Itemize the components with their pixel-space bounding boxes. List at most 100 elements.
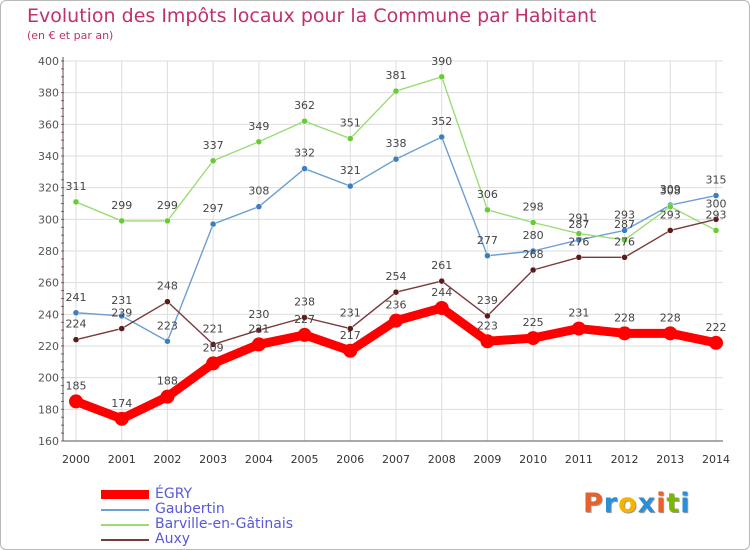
x-tick-label: 2012 (611, 453, 639, 466)
data-label: 300 (706, 197, 727, 210)
data-point (255, 203, 263, 210)
data-point (347, 182, 354, 190)
data-label: 221 (203, 322, 224, 335)
data-label: 224 (66, 318, 87, 331)
data-point (118, 325, 125, 332)
x-tick-label: 2002 (153, 453, 181, 466)
data-label: 227 (294, 313, 315, 326)
y-tick-label: 200 (38, 372, 59, 385)
data-point (663, 326, 678, 341)
data-label: 321 (340, 164, 361, 177)
y-tick-label: 320 (38, 182, 59, 195)
data-label: 293 (614, 208, 635, 221)
data-point (297, 327, 312, 342)
data-label: 381 (386, 69, 407, 82)
legend-swatch (101, 538, 149, 541)
data-point (301, 165, 308, 172)
data-point (484, 312, 491, 320)
y-tick-label: 380 (38, 87, 59, 100)
data-point (617, 326, 632, 341)
data-label: 297 (203, 202, 224, 215)
data-point (114, 411, 129, 426)
data-label: 308 (660, 185, 681, 198)
x-tick-label: 2008 (428, 453, 456, 466)
data-point (160, 389, 175, 404)
x-tick-label: 2001 (108, 453, 136, 466)
data-label: 291 (568, 212, 589, 225)
data-point (118, 312, 125, 320)
data-point (434, 301, 449, 315)
data-label: 299 (111, 199, 132, 212)
data-label: 231 (111, 294, 132, 307)
x-tick-label: 2005 (291, 453, 319, 466)
data-point (575, 230, 583, 237)
data-label: 217 (340, 329, 361, 342)
data-point (72, 336, 80, 343)
legend-item: Barville-en-Gâtinais (101, 517, 293, 532)
logo-letter: r (603, 488, 619, 519)
data-label: 277 (477, 234, 498, 247)
data-point (389, 313, 403, 328)
data-label: 221 (248, 322, 269, 335)
data-label: 315 (706, 174, 727, 187)
data-label: 244 (431, 286, 452, 299)
proxiti-logo: Proxiti (583, 488, 691, 519)
data-point (72, 309, 80, 316)
legend-item: Gaubertin (101, 502, 293, 517)
data-point (712, 227, 720, 234)
data-point (529, 266, 537, 274)
y-tick-label: 400 (38, 55, 59, 68)
data-label: 299 (157, 199, 178, 212)
data-point (251, 337, 266, 352)
data-label: 349 (248, 120, 269, 133)
data-point (438, 73, 445, 81)
data-point (69, 394, 83, 409)
data-point (209, 157, 217, 164)
data-point (392, 288, 400, 296)
data-label: 239 (477, 294, 498, 307)
data-label: 309 (660, 183, 681, 196)
legend-label: ÉGRY (155, 486, 193, 502)
data-label: 188 (157, 375, 178, 388)
data-point (72, 198, 80, 206)
x-tick-label: 2014 (702, 453, 730, 466)
data-point (118, 217, 125, 225)
data-point (484, 252, 491, 259)
data-label: 337 (203, 139, 224, 152)
data-point (667, 227, 674, 234)
data-label: 293 (660, 208, 681, 221)
data-label: 185 (66, 379, 87, 392)
data-label: 230 (248, 308, 269, 321)
data-label: 276 (568, 235, 589, 248)
legend-swatch (101, 523, 149, 526)
y-tick-label: 220 (38, 340, 59, 353)
data-point (529, 219, 537, 226)
data-point (164, 338, 171, 345)
x-tick-label: 2000 (62, 453, 90, 466)
data-point (575, 236, 583, 244)
data-label: 261 (431, 259, 452, 272)
data-label: 352 (431, 115, 452, 128)
data-label: 239 (111, 307, 132, 320)
data-label: 287 (614, 218, 635, 231)
data-label: 254 (386, 270, 407, 283)
data-point (621, 227, 628, 234)
data-point (529, 247, 537, 255)
data-point (392, 87, 400, 95)
logo-letter: i (656, 488, 667, 519)
data-label: 276 (614, 235, 635, 248)
data-point (709, 335, 723, 350)
legend-label: Auxy (155, 531, 191, 547)
data-point (164, 217, 171, 225)
data-label: 209 (203, 341, 224, 354)
data-point (301, 314, 308, 321)
logo-letter: i (680, 488, 691, 519)
x-tick-label: 2009 (473, 453, 501, 466)
y-tick-label: 260 (38, 277, 59, 290)
data-point (526, 331, 541, 346)
legend-label: Barville-en-Gâtinais (155, 516, 294, 532)
legend-item: ÉGRY (101, 487, 293, 502)
data-label: 311 (66, 180, 87, 193)
legend-swatch (101, 490, 149, 499)
